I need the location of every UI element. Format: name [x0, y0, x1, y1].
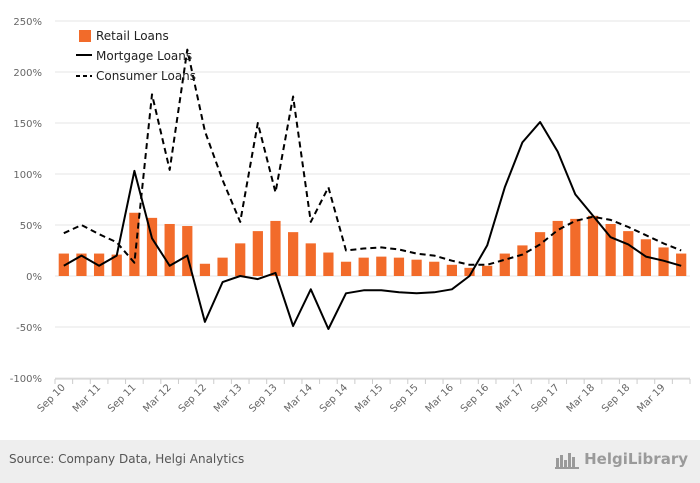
retail-loans-bar: [305, 243, 316, 276]
retail-loans-bar: [270, 220, 281, 276]
library-icon: [555, 453, 580, 469]
x-tick-label: Sep 15: [388, 382, 420, 414]
brand-logo: HelgiLibrary: [555, 449, 688, 469]
retail-loans-bar: [376, 256, 387, 276]
x-tick-label: Sep 12: [177, 382, 209, 414]
retail-loans-bar: [587, 215, 599, 276]
footer: Source: Company Data, Helgi Analytics He…: [0, 440, 700, 483]
retail-loans-bars: [58, 212, 687, 276]
retail-loans-bar: [164, 223, 175, 276]
y-tick-label: 100%: [13, 170, 42, 181]
x-tick-label: Sep 18: [600, 382, 632, 414]
y-tick-label: 200%: [13, 68, 42, 79]
mortgage-loans-line: [63, 121, 682, 330]
consumer-loans-line: [63, 48, 682, 266]
retail-loans-bar: [605, 223, 616, 276]
x-tick-label: Mar 19: [635, 382, 667, 414]
x-tick-label: Sep 11: [106, 382, 138, 414]
retail-loans-bar: [517, 245, 528, 276]
retail-loans-bar: [111, 254, 122, 276]
retail-loans-bar: [411, 259, 422, 276]
retail-loans-bar: [340, 261, 352, 276]
retail-loans-bar: [623, 231, 634, 276]
retail-loans-bar: [534, 232, 546, 276]
x-axis-ticks: Sep 10 Mar 11 Sep 11 Mar 12 Sep 12 Mar 13 Sep …: [36, 379, 691, 415]
retail-loans-bar: [552, 220, 563, 276]
retail-loans-bar: [182, 226, 193, 276]
x-tick-label: Sep 14: [318, 382, 350, 414]
x-tick-label: Mar 15: [353, 382, 385, 414]
x-tick-label: Sep 10: [36, 382, 68, 414]
x-tick-label: Sep 16: [459, 382, 491, 414]
source-text: Source: Company Data, Helgi Analytics: [9, 452, 245, 466]
retail-loans-bar: [499, 253, 510, 276]
y-tick-label: 0%: [26, 272, 42, 283]
retail-loans-bar: [464, 267, 475, 276]
retail-loans-bar: [288, 232, 299, 276]
x-tick-label: Mar 16: [424, 382, 456, 414]
x-tick-label: Mar 17: [494, 382, 526, 414]
legend-label-mortgage-loans: Mortgage Loans: [96, 49, 192, 63]
y-tick-label: 150%: [13, 119, 42, 130]
x-tick-label: Sep 17: [529, 382, 561, 414]
y-tick-label: 250%: [13, 17, 42, 28]
retail-loans-bar: [129, 212, 140, 276]
retail-loans-bar: [235, 243, 246, 276]
x-tick-label: Mar 12: [141, 382, 173, 414]
legend-label-retail-loans: Retail Loans: [96, 29, 169, 43]
brand-name: HelgiLibrary: [584, 450, 688, 468]
y-tick-label: 50%: [20, 221, 42, 232]
retail-loans-bar: [76, 253, 87, 276]
y-axis-ticks: -100% -50% 0% 50% 100% 150% 200% 250%: [10, 17, 42, 385]
retail-loans-bar: [446, 264, 457, 276]
retail-loans-bar: [358, 257, 369, 276]
y-tick-label: -100%: [10, 374, 42, 385]
retail-loans-bar: [199, 263, 211, 276]
retail-loans-bar: [252, 231, 263, 276]
retail-loans-bar: [393, 257, 405, 276]
x-tick-label: Mar 18: [565, 382, 597, 414]
x-tick-label: Mar 13: [212, 382, 244, 414]
y-tick-label: -50%: [16, 323, 42, 334]
retail-loans-bar: [146, 217, 158, 276]
retail-loans-bar: [217, 257, 228, 276]
retail-loans-bar: [323, 252, 334, 276]
x-tick-label: Mar 14: [283, 382, 315, 414]
retail-loans-bar: [640, 239, 652, 276]
loan-lines: [63, 48, 682, 330]
retail-loans-bar: [482, 265, 493, 276]
retail-loans-bar: [429, 261, 440, 276]
x-tick-label: Mar 11: [71, 382, 103, 414]
legend-swatch-retail-loans: [79, 30, 91, 42]
chart: -100%-50%0%50%100%150%200%250% Sep 10 Mar…: [10, 17, 691, 415]
grid-lines: [55, 20, 690, 379]
legend-label-consumer-loans: Consumer Loans: [96, 69, 196, 83]
legend: Retail Loans Mortgage Loans Consumer Loa…: [76, 29, 196, 83]
x-tick-label: Sep 13: [247, 382, 279, 414]
retail-loans-bar: [570, 218, 581, 276]
